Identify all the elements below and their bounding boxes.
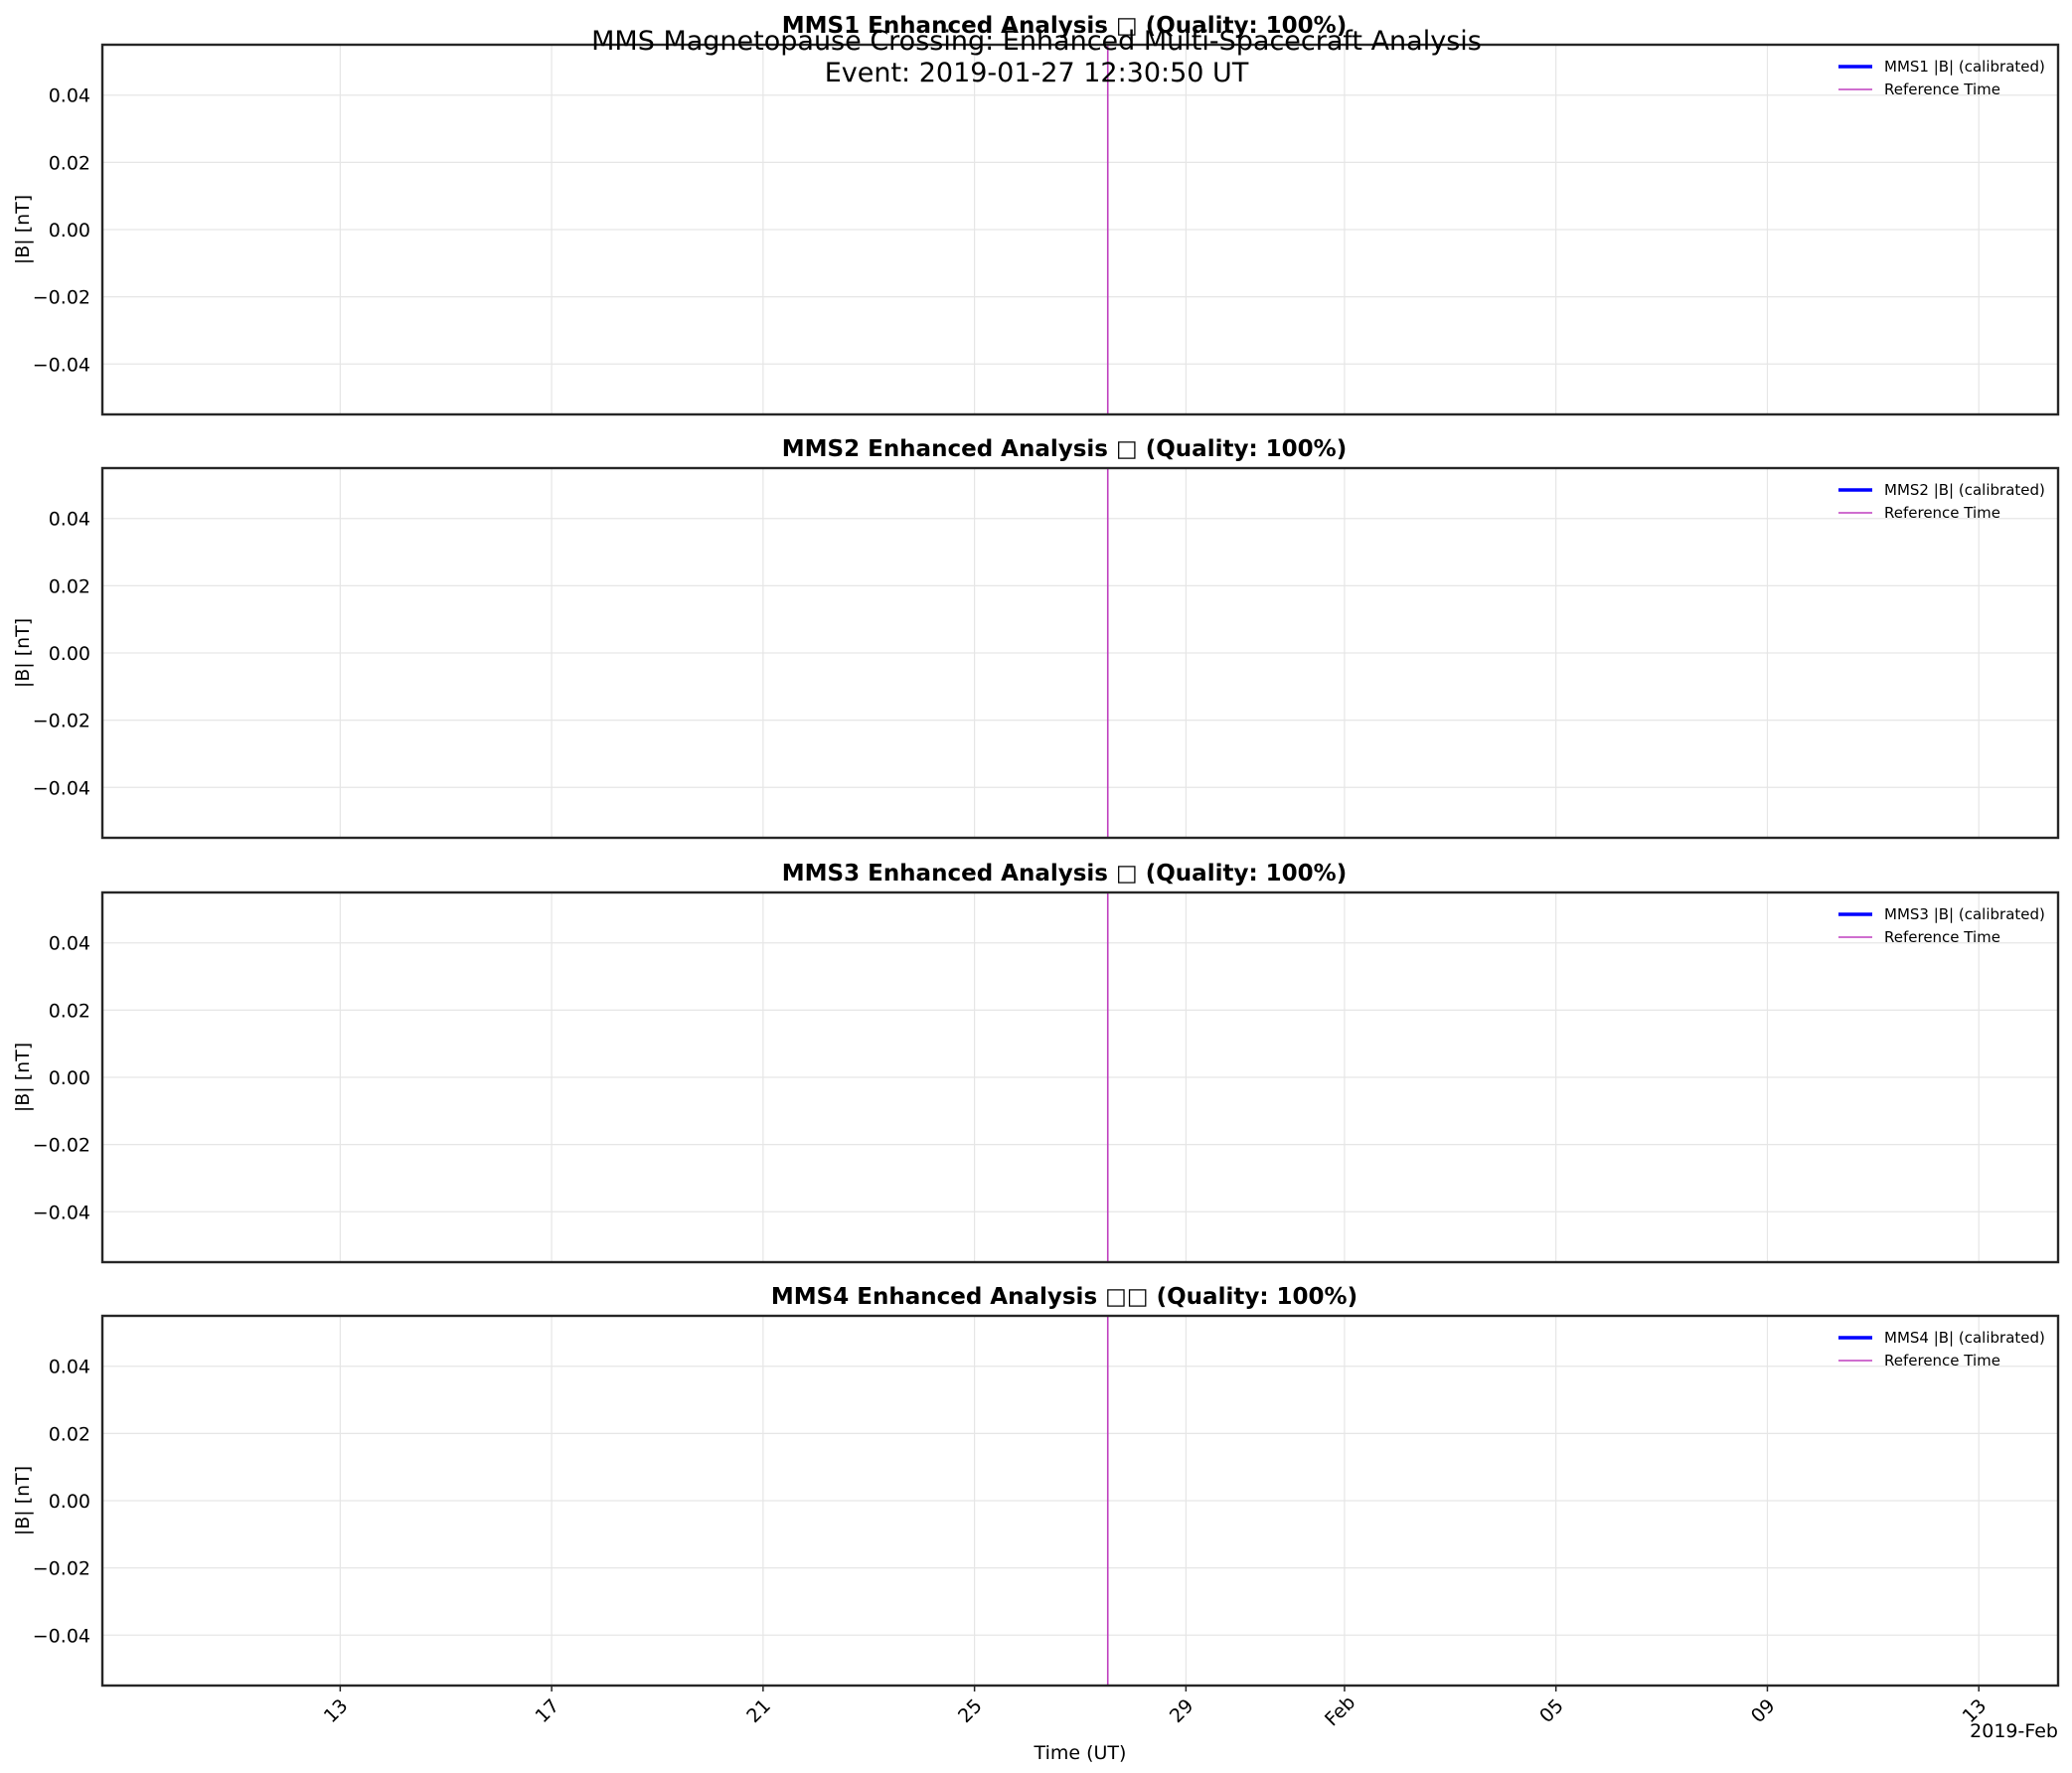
- y-tick-label: −0.02: [33, 1558, 90, 1580]
- y-tick-label: −0.04: [33, 354, 90, 376]
- legend: MMS1 |B| (calibrated) Reference Time: [1838, 58, 2045, 98]
- y-tick-label: 0.02: [49, 1423, 90, 1445]
- legend: MMS3 |B| (calibrated) Reference Time: [1838, 905, 2045, 946]
- y-tick-label: −0.02: [33, 711, 90, 732]
- y-axis-label: |B| [nT]: [12, 618, 34, 688]
- x-axis-offset-label: 2019-Feb: [1970, 1720, 2058, 1742]
- y-tick-label: −0.04: [33, 777, 90, 799]
- y-tick-label: −0.02: [33, 287, 90, 309]
- y-tick-label: 0.02: [49, 152, 90, 174]
- legend: MMS2 |B| (calibrated) Reference Time: [1838, 481, 2045, 522]
- y-tick-label: 0.02: [49, 1000, 90, 1022]
- legend-label-series: MMS4 |B| (calibrated): [1884, 1329, 2045, 1347]
- legend-label-reference: Reference Time: [1884, 81, 2000, 98]
- panel-mms2: 0.04 0.02 0.00 −0.02 −0.04 |B| [nT] MMS2 Enhan…: [12, 436, 2060, 840]
- axes-frame: [100, 43, 2060, 416]
- legend-label-reference: Reference Time: [1884, 1352, 2000, 1370]
- y-tick-label: 0.04: [49, 1357, 90, 1378]
- y-tick-label: 0.00: [49, 220, 90, 242]
- axes-frame: [100, 1314, 2060, 1688]
- y-axis-label: |B| [nT]: [12, 195, 34, 264]
- legend: MMS4 |B| (calibrated) Reference Time: [1838, 1329, 2045, 1370]
- y-tick-label: 0.00: [49, 1491, 90, 1513]
- legend-label-reference: Reference Time: [1884, 928, 2000, 946]
- y-tick-label: 0.04: [49, 85, 90, 107]
- y-tick-label: −0.02: [33, 1135, 90, 1157]
- panel-mms4: 0.04 0.02 0.00 −0.02 −0.04 |B| [nT] MMS4 Enhan…: [12, 1284, 2060, 1688]
- x-tick-label: 17: [532, 1694, 564, 1727]
- panel-title: MMS3 Enhanced Analysis □ (Quality: 100%): [782, 861, 1347, 886]
- y-tick-label: 0.04: [49, 933, 90, 955]
- y-tick-label: 0.00: [49, 643, 90, 665]
- y-tick-label: 0.02: [49, 575, 90, 597]
- legend-label-series: MMS2 |B| (calibrated): [1884, 481, 2045, 499]
- figure-title-line-1: MMS Magnetopause Crossing: Enhanced Mult…: [591, 26, 1482, 57]
- y-tick-label: −0.04: [33, 1625, 90, 1647]
- figure-title-line-2: Event: 2019-01-27 12:30:50 UT: [825, 58, 1249, 88]
- shared-x-axis: 13 17 21 25 29 Feb 05 09 13: [320, 1686, 1991, 1730]
- x-tick-label: 09: [1747, 1694, 1780, 1727]
- x-tick-label: 13: [320, 1694, 353, 1727]
- legend-label-reference: Reference Time: [1884, 504, 2000, 522]
- y-tick-label: −0.04: [33, 1202, 90, 1223]
- y-axis-label: |B| [nT]: [12, 1043, 34, 1112]
- axes-frame: [100, 466, 2060, 840]
- panel-title: MMS4 Enhanced Analysis □□ (Quality: 100%…: [771, 1284, 1357, 1310]
- axes-frame: [100, 890, 2060, 1264]
- y-tick-label: 0.00: [49, 1067, 90, 1089]
- x-tick-label: 25: [954, 1694, 987, 1727]
- x-tick-label: 21: [742, 1694, 775, 1727]
- panel-mms1: 0.04 0.02 0.00 −0.02 −0.04 |B| [nT] MMS1 Enhan…: [12, 13, 2060, 416]
- x-tick-label: Feb: [1321, 1692, 1359, 1730]
- legend-label-series: MMS1 |B| (calibrated): [1884, 58, 2045, 76]
- panel-title: MMS2 Enhanced Analysis □ (Quality: 100%): [782, 436, 1347, 462]
- panel-mms3: 0.04 0.02 0.00 −0.02 −0.04 |B| [nT] MMS3 Enhan…: [12, 861, 2060, 1264]
- y-tick-label: 0.04: [49, 509, 90, 531]
- x-axis-label: Time (UT): [1034, 1742, 1127, 1764]
- panels: 0.04 0.02 0.00 −0.02 −0.04 |B| [nT] MMS1 Enhan…: [12, 13, 2060, 1688]
- x-tick-label: 05: [1535, 1694, 1568, 1727]
- panel-title: MMS1 Enhanced Analysis □ (Quality: 100%): [782, 13, 1347, 39]
- legend-label-series: MMS3 |B| (calibrated): [1884, 905, 2045, 923]
- x-tick-label: 29: [1166, 1694, 1198, 1727]
- y-axis-label: |B| [nT]: [12, 1466, 34, 1535]
